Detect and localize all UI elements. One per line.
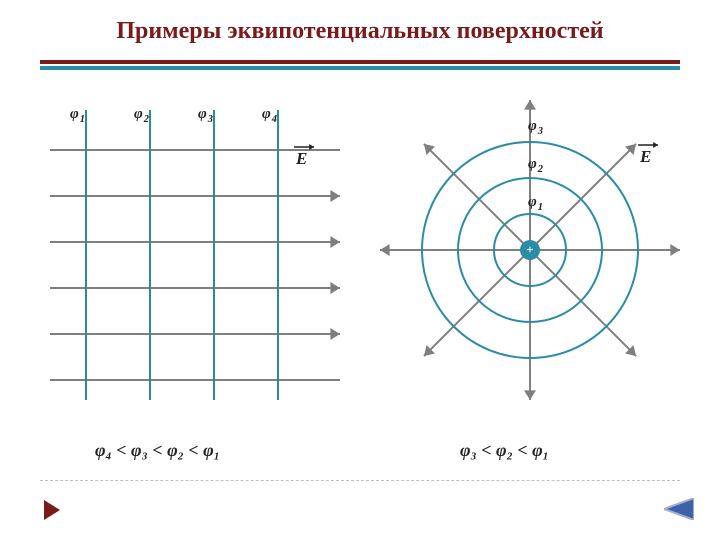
uniform-field-diagram: φ1φ2φ3φ4E	[40, 100, 340, 400]
play-icon[interactable]	[44, 500, 64, 520]
svg-text:φ: φ	[70, 106, 79, 122]
slide: Примеры эквипотенциальных поверхностей φ…	[0, 0, 720, 540]
svg-text:φ: φ	[198, 106, 207, 122]
svg-text:φ: φ	[528, 156, 537, 172]
back-icon[interactable]	[664, 498, 694, 520]
page-title: Примеры эквипотенциальных поверхностей	[0, 18, 720, 45]
svg-text:3: 3	[207, 114, 213, 125]
divider-bar-2	[40, 66, 680, 70]
svg-text:φ: φ	[134, 106, 143, 122]
footer-dash-line	[40, 480, 680, 481]
svg-text:φ: φ	[528, 118, 537, 134]
svg-text:E: E	[295, 149, 307, 168]
svg-text:2: 2	[537, 164, 544, 175]
svg-text:1: 1	[538, 202, 543, 213]
radial-field-diagram: +φ1φ2φ3E	[370, 90, 690, 410]
svg-text:φ: φ	[262, 106, 271, 122]
svg-text:E: E	[639, 147, 651, 166]
svg-text:2: 2	[143, 114, 150, 125]
svg-text:φ: φ	[528, 194, 537, 210]
divider-bar-1	[40, 60, 680, 64]
caption-right: φ₃ < φ₂ < φ₁	[460, 440, 549, 461]
svg-text:3: 3	[537, 126, 543, 137]
svg-text:1: 1	[80, 114, 85, 125]
svg-text:4: 4	[271, 114, 277, 125]
caption-left: φ₄ < φ₃ < φ₂ < φ₁	[95, 440, 220, 461]
svg-text:+: +	[526, 242, 533, 257]
